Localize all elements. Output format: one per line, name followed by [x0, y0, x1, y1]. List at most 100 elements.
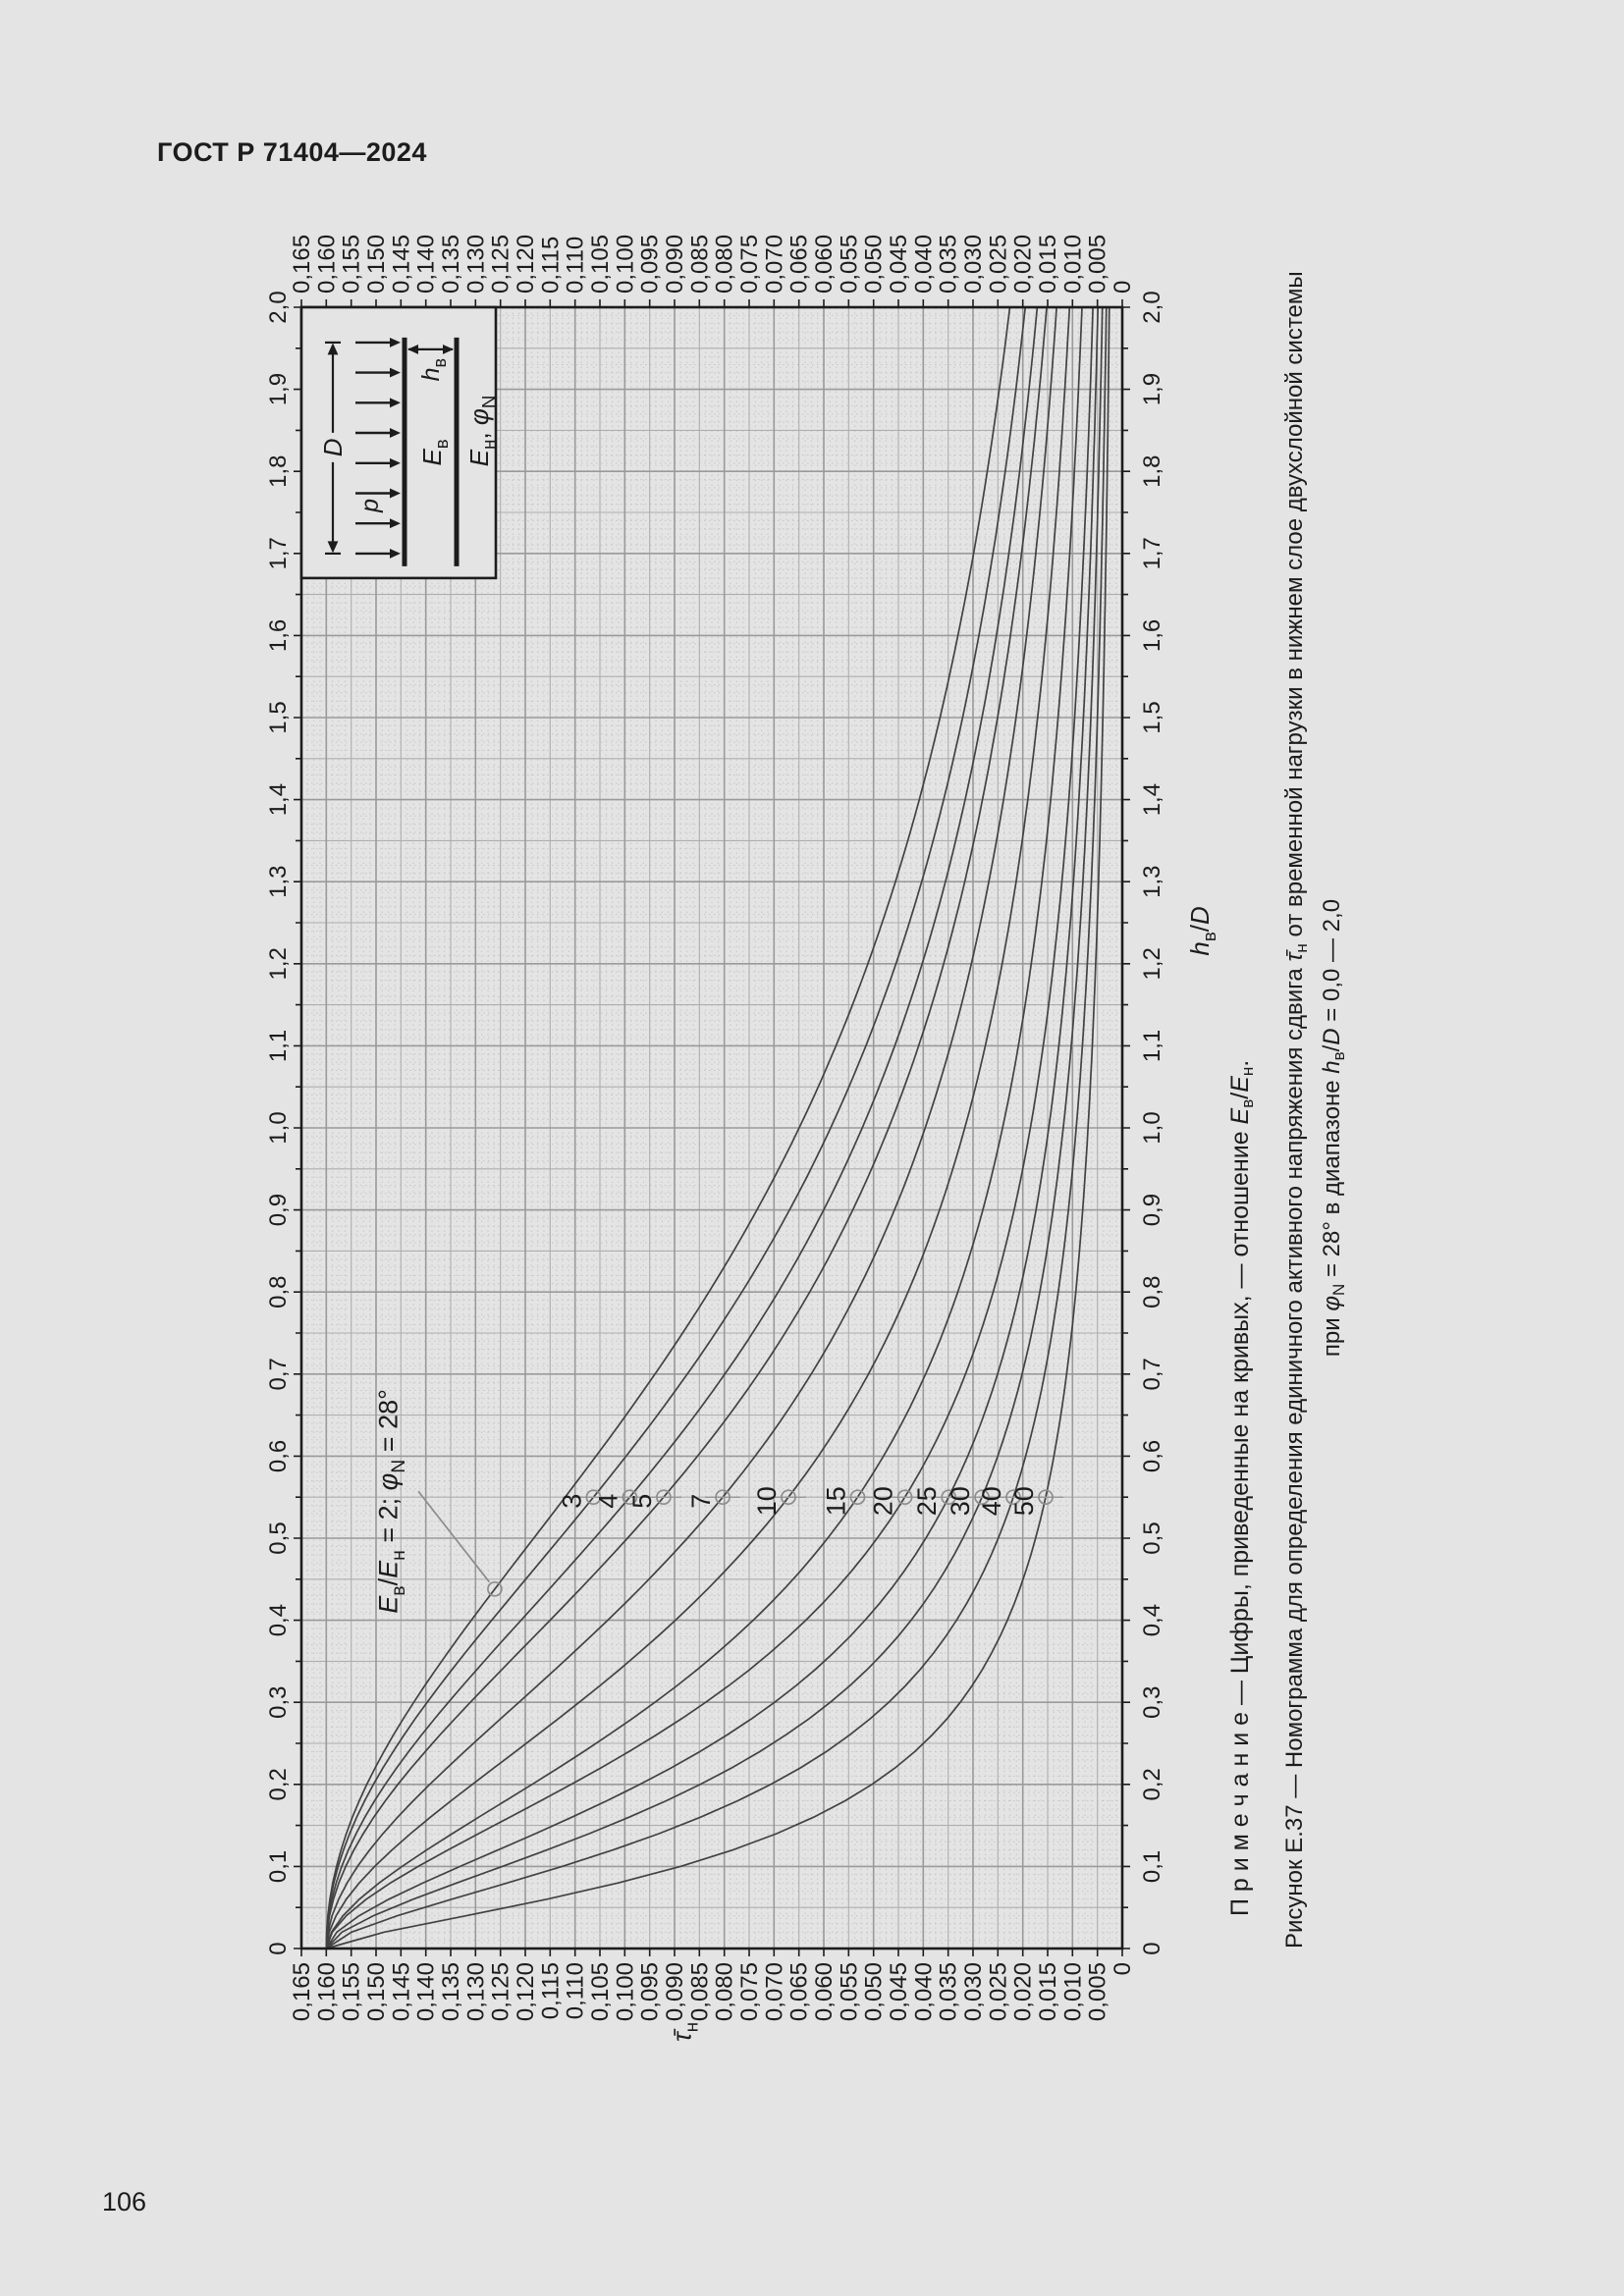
svg-text:0,055: 0,055 — [836, 235, 862, 294]
curves — [325, 306, 1110, 1949]
svg-text:0,005: 0,005 — [1085, 1962, 1111, 2021]
svg-text:0: 0 — [1110, 1962, 1136, 1975]
svg-text:1,0: 1,0 — [265, 1111, 292, 1144]
plot-frame — [299, 305, 1124, 1950]
svg-text:0,6: 0,6 — [1139, 1440, 1165, 1472]
svg-text:0,095: 0,095 — [637, 235, 664, 294]
svg-text:1,6: 1,6 — [1139, 619, 1165, 652]
x-axis-title: hв/D — [1185, 906, 1219, 955]
curve-label-5: 5 — [627, 1494, 657, 1509]
svg-text:1,7: 1,7 — [265, 537, 292, 569]
svg-text:0,110: 0,110 — [563, 237, 589, 294]
svg-text:1,1: 1,1 — [265, 1030, 292, 1062]
svg-text:1,3: 1,3 — [265, 866, 292, 898]
figure-note: П р и м е ч а н и е — Цифры, приведенные… — [1226, 1059, 1257, 1916]
curve-label-30: 30 — [946, 1486, 975, 1516]
curve-15 — [325, 306, 1083, 1949]
svg-text:0,150: 0,150 — [363, 1962, 390, 2021]
svg-text:Eв: Eв — [417, 439, 452, 465]
svg-text:0,1: 0,1 — [265, 1850, 292, 1883]
svg-text:0,075: 0,075 — [736, 235, 763, 294]
curve-5 — [325, 306, 1048, 1949]
svg-text:0,055: 0,055 — [836, 1962, 862, 2021]
curve-label-50: 50 — [1009, 1486, 1039, 1516]
svg-text:0,085: 0,085 — [686, 1962, 713, 2021]
svg-text:0,145: 0,145 — [388, 1962, 414, 2021]
svg-text:0,085: 0,085 — [686, 235, 713, 294]
svg-text:0,160: 0,160 — [313, 1962, 340, 2021]
svg-text:0,095: 0,095 — [637, 1962, 664, 2021]
axis-ticks: 000,0050,0050,0100,0100,0150,0150,0200,0… — [265, 235, 1165, 2021]
svg-text:0,060: 0,060 — [811, 1962, 838, 2021]
curve-label-15: 15 — [822, 1486, 851, 1516]
curve-25 — [325, 306, 1100, 1949]
curve-label-40: 40 — [977, 1486, 1006, 1516]
svg-text:0,020: 0,020 — [1010, 1962, 1037, 2021]
svg-text:0,155: 0,155 — [339, 1962, 365, 2021]
nomogram-chart: 000,0050,0050,0100,0100,0150,0150,0200,0… — [265, 235, 1219, 2042]
page-number: 106 — [102, 2187, 147, 2216]
svg-text:0,8: 0,8 — [265, 1276, 292, 1308]
curve-3 — [325, 306, 1027, 1949]
svg-text:0,130: 0,130 — [462, 235, 489, 294]
svg-text:1,5: 1,5 — [1139, 701, 1165, 733]
svg-text:0,115: 0,115 — [537, 1962, 564, 2019]
marker-40 — [1005, 1489, 1021, 1506]
svg-text:Eн, φN: Eн, φN — [464, 396, 499, 467]
svg-text:1,9: 1,9 — [265, 373, 292, 405]
svg-text:0,3: 0,3 — [265, 1686, 292, 1719]
svg-text:0,060: 0,060 — [811, 235, 838, 294]
svg-text:2,0: 2,0 — [265, 291, 292, 323]
curve-label-3: 3 — [557, 1494, 586, 1509]
svg-text:1,4: 1,4 — [265, 783, 292, 816]
document-header: ГОСТ Р 71404—2024 — [157, 137, 427, 167]
svg-text:1,5: 1,5 — [265, 701, 292, 733]
svg-text:0,165: 0,165 — [289, 235, 315, 294]
curve-30 — [325, 306, 1104, 1949]
svg-text:0,070: 0,070 — [761, 235, 787, 294]
svg-text:0,165: 0,165 — [289, 1962, 315, 2021]
marker-15 — [849, 1489, 866, 1506]
marker-10 — [781, 1489, 796, 1506]
marker-2 — [487, 1580, 503, 1597]
svg-text:hв: hв — [417, 358, 450, 381]
svg-text:0,020: 0,020 — [1010, 235, 1037, 294]
svg-text:0,6: 0,6 — [265, 1440, 292, 1472]
svg-text:0,115: 0,115 — [537, 237, 564, 294]
svg-text:0,105: 0,105 — [587, 1962, 614, 2021]
svg-text:0,040: 0,040 — [910, 235, 937, 294]
curve-label-4: 4 — [593, 1494, 623, 1509]
svg-text:0: 0 — [1110, 281, 1136, 294]
svg-text:0,155: 0,155 — [339, 235, 365, 294]
curve-label-20: 20 — [869, 1486, 898, 1516]
svg-text:0,125: 0,125 — [488, 1962, 514, 2021]
svg-text:0,015: 0,015 — [1035, 235, 1061, 294]
svg-text:0,025: 0,025 — [985, 235, 1011, 294]
svg-text:1,8: 1,8 — [1139, 455, 1165, 488]
svg-text:1,4: 1,4 — [1139, 783, 1165, 816]
svg-text:D: D — [318, 439, 348, 457]
svg-text:0,9: 0,9 — [1139, 1194, 1165, 1226]
svg-text:1,9: 1,9 — [1139, 373, 1165, 405]
figure-caption-line2: при φN = 28° в диапазоне hв/D = 0,0 — 2,… — [1319, 898, 1348, 1358]
svg-text:0,5: 0,5 — [265, 1522, 292, 1554]
svg-text:0,080: 0,080 — [712, 235, 738, 294]
svg-text:0,070: 0,070 — [761, 1962, 787, 2021]
svg-text:0,135: 0,135 — [438, 1962, 464, 2021]
svg-text:0,160: 0,160 — [313, 235, 340, 294]
svg-text:0,005: 0,005 — [1085, 235, 1111, 294]
svg-text:0,030: 0,030 — [960, 1962, 987, 2021]
svg-text:0,125: 0,125 — [488, 235, 514, 294]
svg-text:0,065: 0,065 — [786, 235, 813, 294]
marker-3 — [585, 1489, 602, 1506]
annotation-e2: Eв/Eн = 2; φN = 28° — [374, 1389, 503, 1614]
svg-text:0,2: 0,2 — [1139, 1768, 1165, 1800]
svg-text:0,130: 0,130 — [462, 1962, 489, 2021]
svg-text:1,3: 1,3 — [1139, 866, 1165, 898]
svg-text:1,2: 1,2 — [265, 947, 292, 980]
svg-text:0,140: 0,140 — [413, 1962, 440, 2021]
svg-text:1,6: 1,6 — [265, 619, 292, 652]
marker-25 — [941, 1489, 957, 1506]
svg-text:0: 0 — [1139, 1942, 1165, 1954]
